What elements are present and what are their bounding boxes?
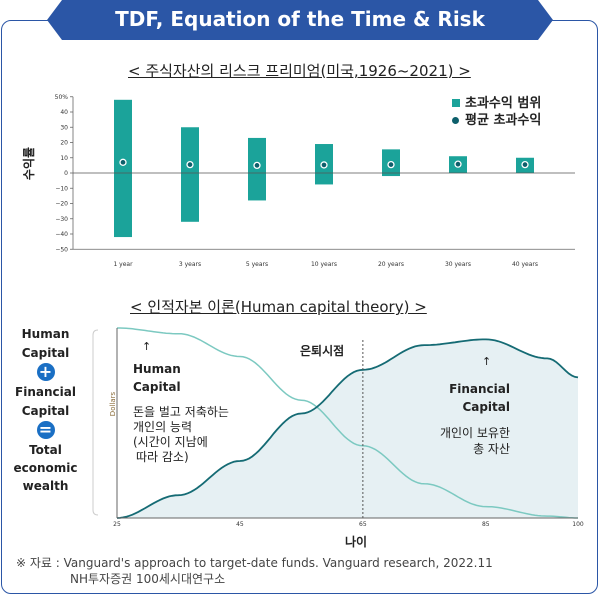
- x-tick-label: 10 years: [311, 261, 337, 268]
- legend-mean: 평균 초과수익: [452, 109, 541, 128]
- equation-total: Total economic wealth: [13, 443, 78, 493]
- fc-desc-line: 개인이 보유한: [439, 426, 510, 440]
- fc-desc-line: 총 자산: [473, 442, 510, 456]
- fc-title: Financial Capital: [449, 382, 510, 414]
- y-tick-label: −30: [55, 216, 68, 223]
- y-tick-label: 50%: [55, 94, 69, 101]
- x-tick-label: 100: [572, 521, 584, 528]
- mean-point: [521, 160, 529, 169]
- y-tick-label: −40: [55, 231, 68, 238]
- financial-area: [117, 339, 578, 518]
- x-tick-label: 65: [359, 521, 367, 528]
- hc-arrow-icon: ↑: [142, 340, 152, 353]
- chart1-subtitle: < 주식자산의 리스크 프리미엄(미국,1926~2021) >: [128, 62, 471, 80]
- x-tick-label: 45: [236, 521, 244, 528]
- y-tick-label: −50: [55, 246, 68, 253]
- hc-desc: 돈을 벌고 저축하는 개인의 능력 (시간이 지남에 따라 감소): [133, 405, 229, 465]
- y-tick-label: 10: [60, 155, 68, 162]
- y-tick-label: 0: [64, 170, 68, 177]
- hc-desc-line: 개인의 능력: [133, 420, 193, 434]
- retirement-label: 은퇴시점: [300, 344, 345, 358]
- x-tick-label: 20 years: [378, 261, 404, 268]
- mean-point: [119, 158, 127, 166]
- hc-desc-line: 따라 감소): [136, 450, 189, 464]
- equals-icon: =: [36, 421, 55, 439]
- y-tick-label: −10: [55, 185, 68, 192]
- equation: Human Capital + Financial Capital = Tota…: [8, 325, 83, 495]
- equation-human: Human Capital: [21, 327, 70, 360]
- chart2-subtitle: < 인적자본 이론(Human capital theory) >: [130, 298, 427, 316]
- x-tick-label: 85: [482, 521, 490, 528]
- equation-financial: Financial Capital: [15, 385, 76, 418]
- y-tick-label: 30: [60, 124, 68, 131]
- chart2-ylabel: Dollars: [109, 391, 118, 417]
- mean-point: [253, 161, 261, 170]
- legend-mean-label: 평균 초과수익: [465, 113, 542, 128]
- financial-capital-curve: [116, 338, 579, 519]
- legend-range-label: 초과수익 범위: [465, 96, 542, 111]
- plus-icon: +: [36, 363, 55, 381]
- y-tick-label: 40: [60, 109, 68, 116]
- mean-point: [387, 160, 395, 169]
- range-bar: [114, 99, 132, 238]
- title-banner: TDF, Equation of the Time & Risk: [47, 0, 553, 40]
- legend-range: 초과수익 범위: [452, 92, 541, 111]
- x-tick-label: 3 years: [179, 261, 201, 268]
- hc-title: Human Capital: [133, 362, 181, 394]
- x-tick-label: 40 years: [512, 261, 538, 268]
- x-tick-label: 30 years: [445, 261, 471, 268]
- page-title: TDF, Equation of the Time & Risk: [115, 7, 485, 31]
- x-tick-label: 1 year: [113, 261, 133, 268]
- mean-point: [454, 160, 462, 168]
- human-capital-curve: [117, 327, 578, 519]
- x-tick-label: 5 years: [246, 261, 268, 268]
- brace: [92, 329, 99, 516]
- source-line-2: NH투자증권 100세시대연구소: [70, 572, 226, 586]
- range-bar: [181, 127, 199, 222]
- chart2-xlabel: 나이: [345, 535, 368, 549]
- legend-square-icon: [452, 99, 460, 107]
- hc-desc-line: (시간이 지남에: [133, 435, 208, 449]
- y-tick-label: 20: [60, 140, 68, 147]
- mean-point: [186, 160, 194, 169]
- x-tick-label: 25: [113, 521, 121, 528]
- legend-dot-icon: [452, 117, 459, 124]
- range-bar: [248, 137, 266, 201]
- source-line-1: ※ 자료 : Vanguard's approach to target-dat…: [16, 556, 493, 570]
- hc-desc-line: 돈을 벌고 저축하는: [133, 405, 229, 419]
- fc-desc: 개인이 보유한 총 자산: [410, 425, 510, 457]
- y-tick-label: −20: [55, 201, 68, 208]
- mean-point: [320, 161, 328, 169]
- fc-arrow-icon: ↑: [482, 355, 492, 368]
